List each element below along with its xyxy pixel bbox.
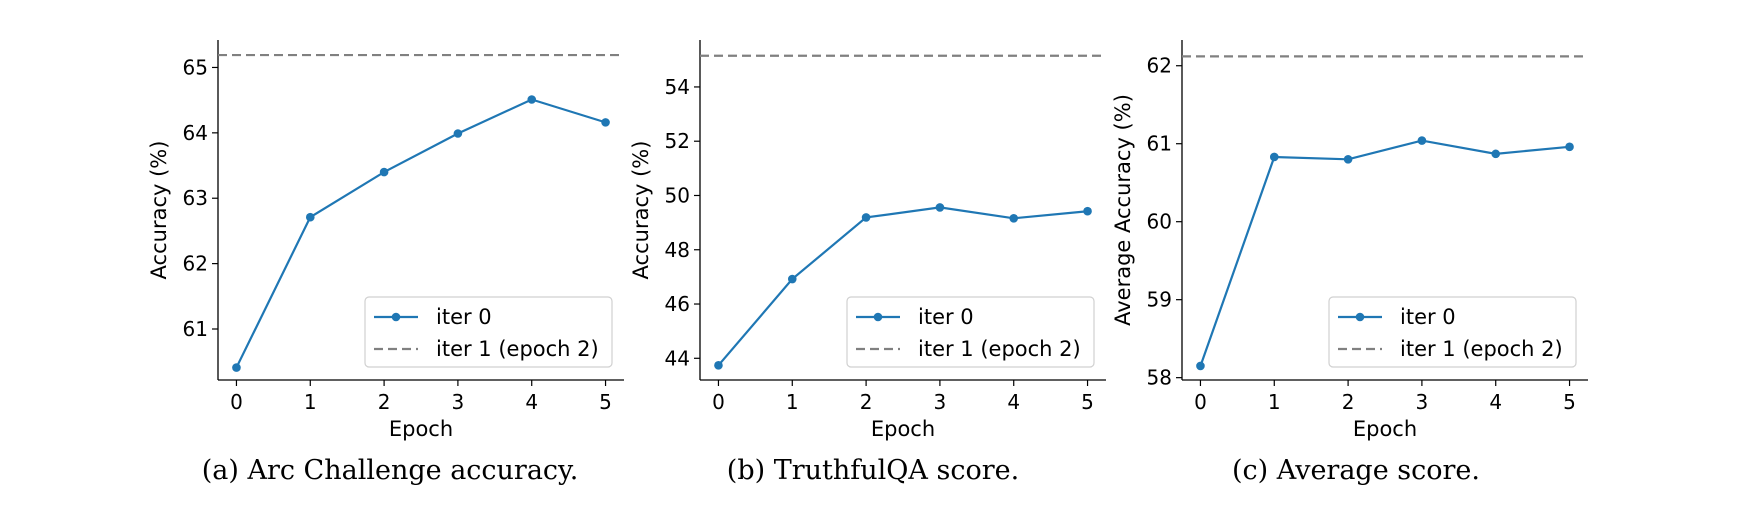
y-tick-label: 44 [665,346,690,370]
y-tick-label: 58 [1147,366,1172,390]
legend-label-iter-1: iter 1 (epoch 2) [436,337,599,361]
data-point [1491,149,1501,159]
data-point [305,212,315,222]
data-point [1269,152,1279,162]
y-tick-label: 61 [1147,132,1172,156]
y-tick-label: 54 [665,75,690,99]
series-line-iter-0 [717,206,1088,367]
data-point [714,361,723,370]
x-tick-label: 0 [1194,390,1207,414]
data-point [861,213,871,222]
data-point [527,95,537,104]
legend-box [364,296,613,368]
x-tick-label: 5 [1563,390,1576,414]
x-tick-label: 2 [860,390,873,414]
y-tick-label: 50 [665,183,690,207]
data-point [379,167,389,177]
subfigure-caption: (a) Arc Challenge accuracy. [202,455,579,486]
x-tick-label: 1 [304,390,317,414]
x-tick-label: 5 [1081,390,1094,414]
x-tick-label: 2 [1342,390,1355,414]
y-tick-label: 48 [665,238,690,262]
x-axis-label: Epoch [1353,417,1417,441]
chart-panel-2: 58 59 60 61 62 0 1 2 3 4 5 Epoch Average Accuracy (%… [1111,40,1588,486]
legend-box [846,296,1095,368]
x-tick-label: 5 [599,390,612,414]
subfigure-caption: (b) TruthfulQA score. [727,455,1019,486]
legend-label-iter-0: iter 0 [918,305,974,329]
x-tick-label: 3 [1416,390,1429,414]
data-point [601,118,610,127]
series-line-iter-0 [1199,139,1570,367]
legend: iter 0 iter 1 (epoch 2) [1328,296,1577,368]
data-point [453,129,463,138]
legend-box [1328,296,1577,368]
data-point [1417,136,1427,145]
legend-label-iter-1: iter 1 (epoch 2) [918,337,1081,361]
chart-panel-1: 44 46 48 50 52 54 0 1 2 3 4 5 Epoch Accuracy (%) iter … [629,40,1106,486]
y-tick-label: 63 [183,186,208,210]
data-point [1196,361,1205,371]
data-point [1083,206,1092,216]
y-tick-label: 60 [1147,210,1172,234]
data-point [1565,142,1574,152]
data-point [787,274,797,284]
x-tick-label: 3 [452,390,465,414]
legend-marker-iter-0 [391,312,401,322]
data-point [232,363,241,372]
x-tick-label: 0 [230,390,243,414]
x-tick-label: 0 [712,390,725,414]
y-tick-label: 61 [183,317,208,341]
legend: iter 0 iter 1 (epoch 2) [364,296,613,368]
y-tick-label: 62 [1147,54,1172,78]
legend-marker-iter-0 [1355,312,1365,322]
legend: iter 0 iter 1 (epoch 2) [846,296,1095,368]
series-line-iter-0 [235,98,606,369]
x-tick-label: 1 [1268,390,1281,414]
x-tick-label: 2 [378,390,391,414]
legend-label-iter-1: iter 1 (epoch 2) [1400,337,1563,361]
y-tick-label: 64 [183,121,208,145]
x-tick-label: 4 [1489,390,1502,414]
legend-label-iter-0: iter 0 [436,305,492,329]
y-tick-label: 52 [665,129,690,153]
y-axis-label: Average Accuracy (%) [1111,94,1135,326]
y-tick-label: 65 [183,55,208,79]
subfigure-caption: (c) Average score. [1232,455,1480,486]
y-tick-label: 62 [183,252,208,276]
x-tick-label: 3 [934,390,947,414]
data-point [1343,155,1353,164]
x-axis-label: Epoch [389,417,453,441]
legend-marker-iter-0 [873,312,883,322]
data-point [935,203,945,212]
y-tick-label: 46 [665,292,690,316]
data-point [1009,213,1019,223]
y-axis-label: Accuracy (%) [147,141,171,280]
y-axis-label: Accuracy (%) [629,141,653,280]
y-tick-label: 59 [1147,288,1172,312]
legend-label-iter-0: iter 0 [1400,305,1456,329]
x-tick-label: 4 [1007,390,1020,414]
x-axis-label: Epoch [871,417,935,441]
x-tick-label: 4 [525,390,538,414]
x-tick-label: 1 [786,390,799,414]
